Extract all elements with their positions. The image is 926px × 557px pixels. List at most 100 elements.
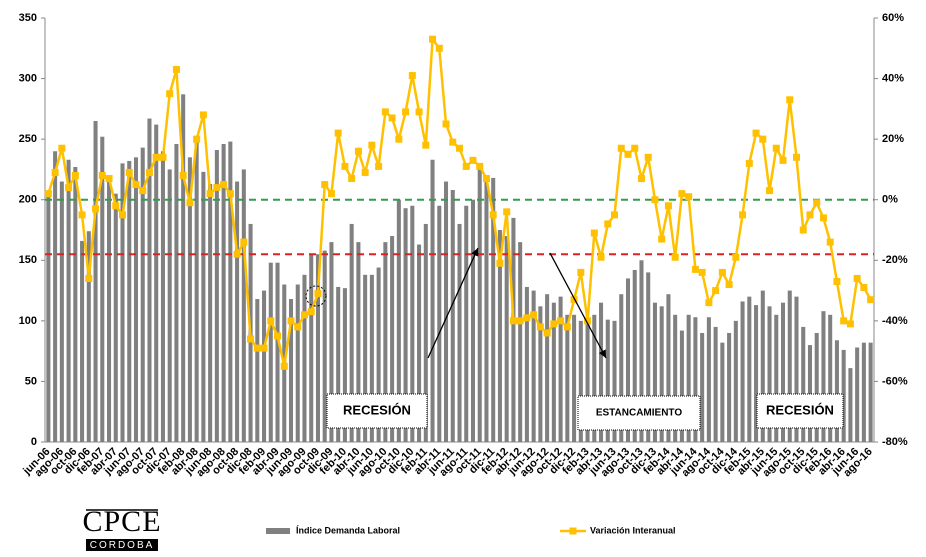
bar (531, 290, 536, 442)
marker (718, 268, 726, 276)
arrow (549, 252, 607, 359)
marker (496, 259, 504, 267)
marker (631, 144, 639, 152)
bar (403, 208, 408, 442)
bar (73, 167, 78, 442)
marker (792, 153, 800, 161)
marker (442, 120, 450, 128)
bar (821, 311, 826, 442)
marker (294, 323, 302, 331)
marker (395, 135, 403, 143)
bar (727, 332, 732, 442)
marker (712, 287, 720, 295)
marker (422, 141, 430, 149)
bar (484, 177, 489, 442)
bar (491, 177, 496, 442)
bar (336, 286, 341, 442)
bar (754, 305, 759, 442)
bar (652, 302, 657, 442)
bar (53, 151, 58, 442)
bar (302, 274, 307, 442)
bar (241, 169, 246, 442)
bar (612, 320, 617, 442)
bar (322, 250, 327, 442)
marker (166, 90, 174, 98)
annotation-box (577, 395, 701, 431)
bar (470, 199, 476, 442)
bar (538, 306, 543, 442)
marker (388, 114, 396, 122)
bar (309, 254, 314, 442)
bar (625, 278, 631, 442)
bar (235, 181, 240, 443)
marker (590, 229, 598, 237)
bar (113, 193, 118, 442)
y-tick-label: 250 (19, 133, 37, 145)
bar (706, 317, 711, 442)
marker (840, 317, 848, 325)
marker (509, 317, 517, 325)
marker (860, 284, 868, 292)
marker (348, 175, 356, 183)
bar (834, 340, 839, 442)
marker (557, 317, 565, 325)
annotation-box (756, 393, 844, 429)
marker (408, 72, 416, 80)
y-tick-label: 150 (19, 254, 37, 266)
marker (274, 332, 282, 340)
marker (368, 141, 376, 149)
bar (760, 290, 765, 442)
y2-tick-label: 20% (882, 133, 904, 145)
bar (558, 296, 563, 442)
bar (363, 274, 368, 442)
marker (691, 265, 699, 273)
marker (644, 153, 652, 161)
bar (268, 262, 273, 442)
bar (511, 217, 516, 442)
marker (280, 362, 288, 370)
marker (671, 253, 679, 261)
marker (799, 226, 807, 234)
marker (429, 35, 437, 43)
marker (819, 214, 827, 222)
bar (127, 160, 132, 442)
bar (443, 181, 449, 443)
marker (112, 202, 120, 210)
marker (226, 190, 234, 198)
bar (369, 274, 374, 442)
bar (93, 120, 98, 442)
y2-tick-label: 40% (882, 72, 904, 84)
bar (430, 159, 435, 443)
marker (78, 211, 86, 219)
marker (604, 220, 612, 228)
bar (572, 314, 577, 442)
marker (354, 147, 362, 155)
marker (51, 168, 59, 176)
legend-swatch (266, 528, 290, 534)
marker (233, 250, 241, 258)
bar (140, 147, 145, 442)
marker (186, 199, 194, 207)
marker (732, 253, 740, 261)
bar (646, 272, 651, 442)
bar (423, 223, 428, 442)
bar (275, 262, 280, 442)
marker (220, 181, 228, 189)
legend-swatch (569, 527, 577, 535)
bar (666, 294, 671, 442)
logo-band (86, 539, 158, 551)
bar (801, 326, 806, 442)
marker (462, 162, 470, 170)
marker (65, 184, 73, 192)
bar (679, 330, 684, 442)
bar (619, 294, 624, 442)
bar (868, 342, 873, 442)
bar (787, 290, 792, 442)
bar (59, 181, 64, 443)
marker (786, 96, 794, 104)
bar (767, 306, 772, 442)
bar (450, 190, 455, 442)
bar (174, 143, 179, 442)
marker (550, 320, 558, 328)
logo: CPCE CORDOBA (82, 505, 160, 551)
